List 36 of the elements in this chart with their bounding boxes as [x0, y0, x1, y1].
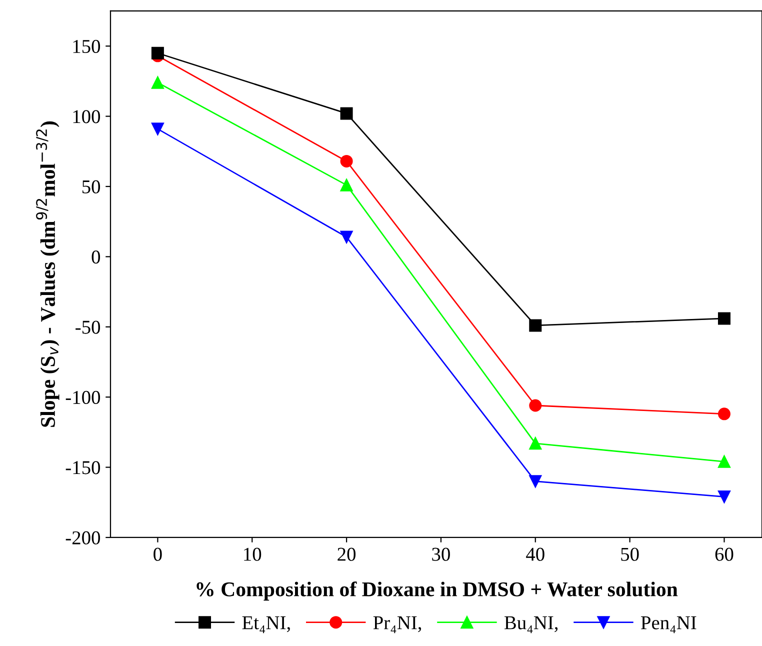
x-tick-label: 50: [621, 548, 639, 561]
x-tick-label: 40: [526, 548, 544, 561]
x-tick-label: 60: [715, 548, 734, 561]
y-tick-label: 150: [73, 40, 100, 54]
legend-label: Et₄NI,: [242, 616, 290, 634]
point: [340, 154, 353, 168]
legend-label: Bu₄NI,: [504, 616, 558, 634]
legend-label: Pen₄NI: [640, 616, 696, 634]
y-tick-label: -150: [66, 461, 100, 474]
point: [718, 455, 730, 468]
legend-label: Pr₄NI,: [373, 616, 422, 634]
point: [718, 408, 730, 420]
point: [340, 107, 353, 120]
x-axis-title: % Composition of Dioxane in DMSO + Water solution: [196, 581, 678, 601]
x-tick-label: 30: [432, 548, 450, 561]
y-tick-label: -50: [76, 320, 100, 334]
point: [718, 312, 730, 325]
point: [529, 437, 542, 450]
point: [529, 319, 542, 332]
y-tick-label: 50: [82, 180, 100, 194]
point: [151, 76, 164, 89]
x-tick-label: 10: [244, 548, 262, 561]
y-axis-title: Slope (S$_{v}$) - Values (dm$^{9/2}$mol$^{−3/2}$): [36, 121, 60, 427]
point: [718, 490, 730, 504]
y-tick-label: -100: [66, 390, 100, 404]
y-tick-label: 0: [92, 250, 100, 264]
point: [151, 122, 164, 136]
x-tick-label: 0: [154, 548, 162, 561]
y-tick-label: 100: [73, 110, 100, 124]
x-tick-label: 20: [338, 548, 356, 561]
point: [529, 399, 542, 412]
point: [340, 230, 353, 244]
point: [340, 178, 353, 192]
point: [151, 46, 164, 60]
y-tick-label: -200: [66, 531, 100, 544]
point: [529, 475, 542, 488]
